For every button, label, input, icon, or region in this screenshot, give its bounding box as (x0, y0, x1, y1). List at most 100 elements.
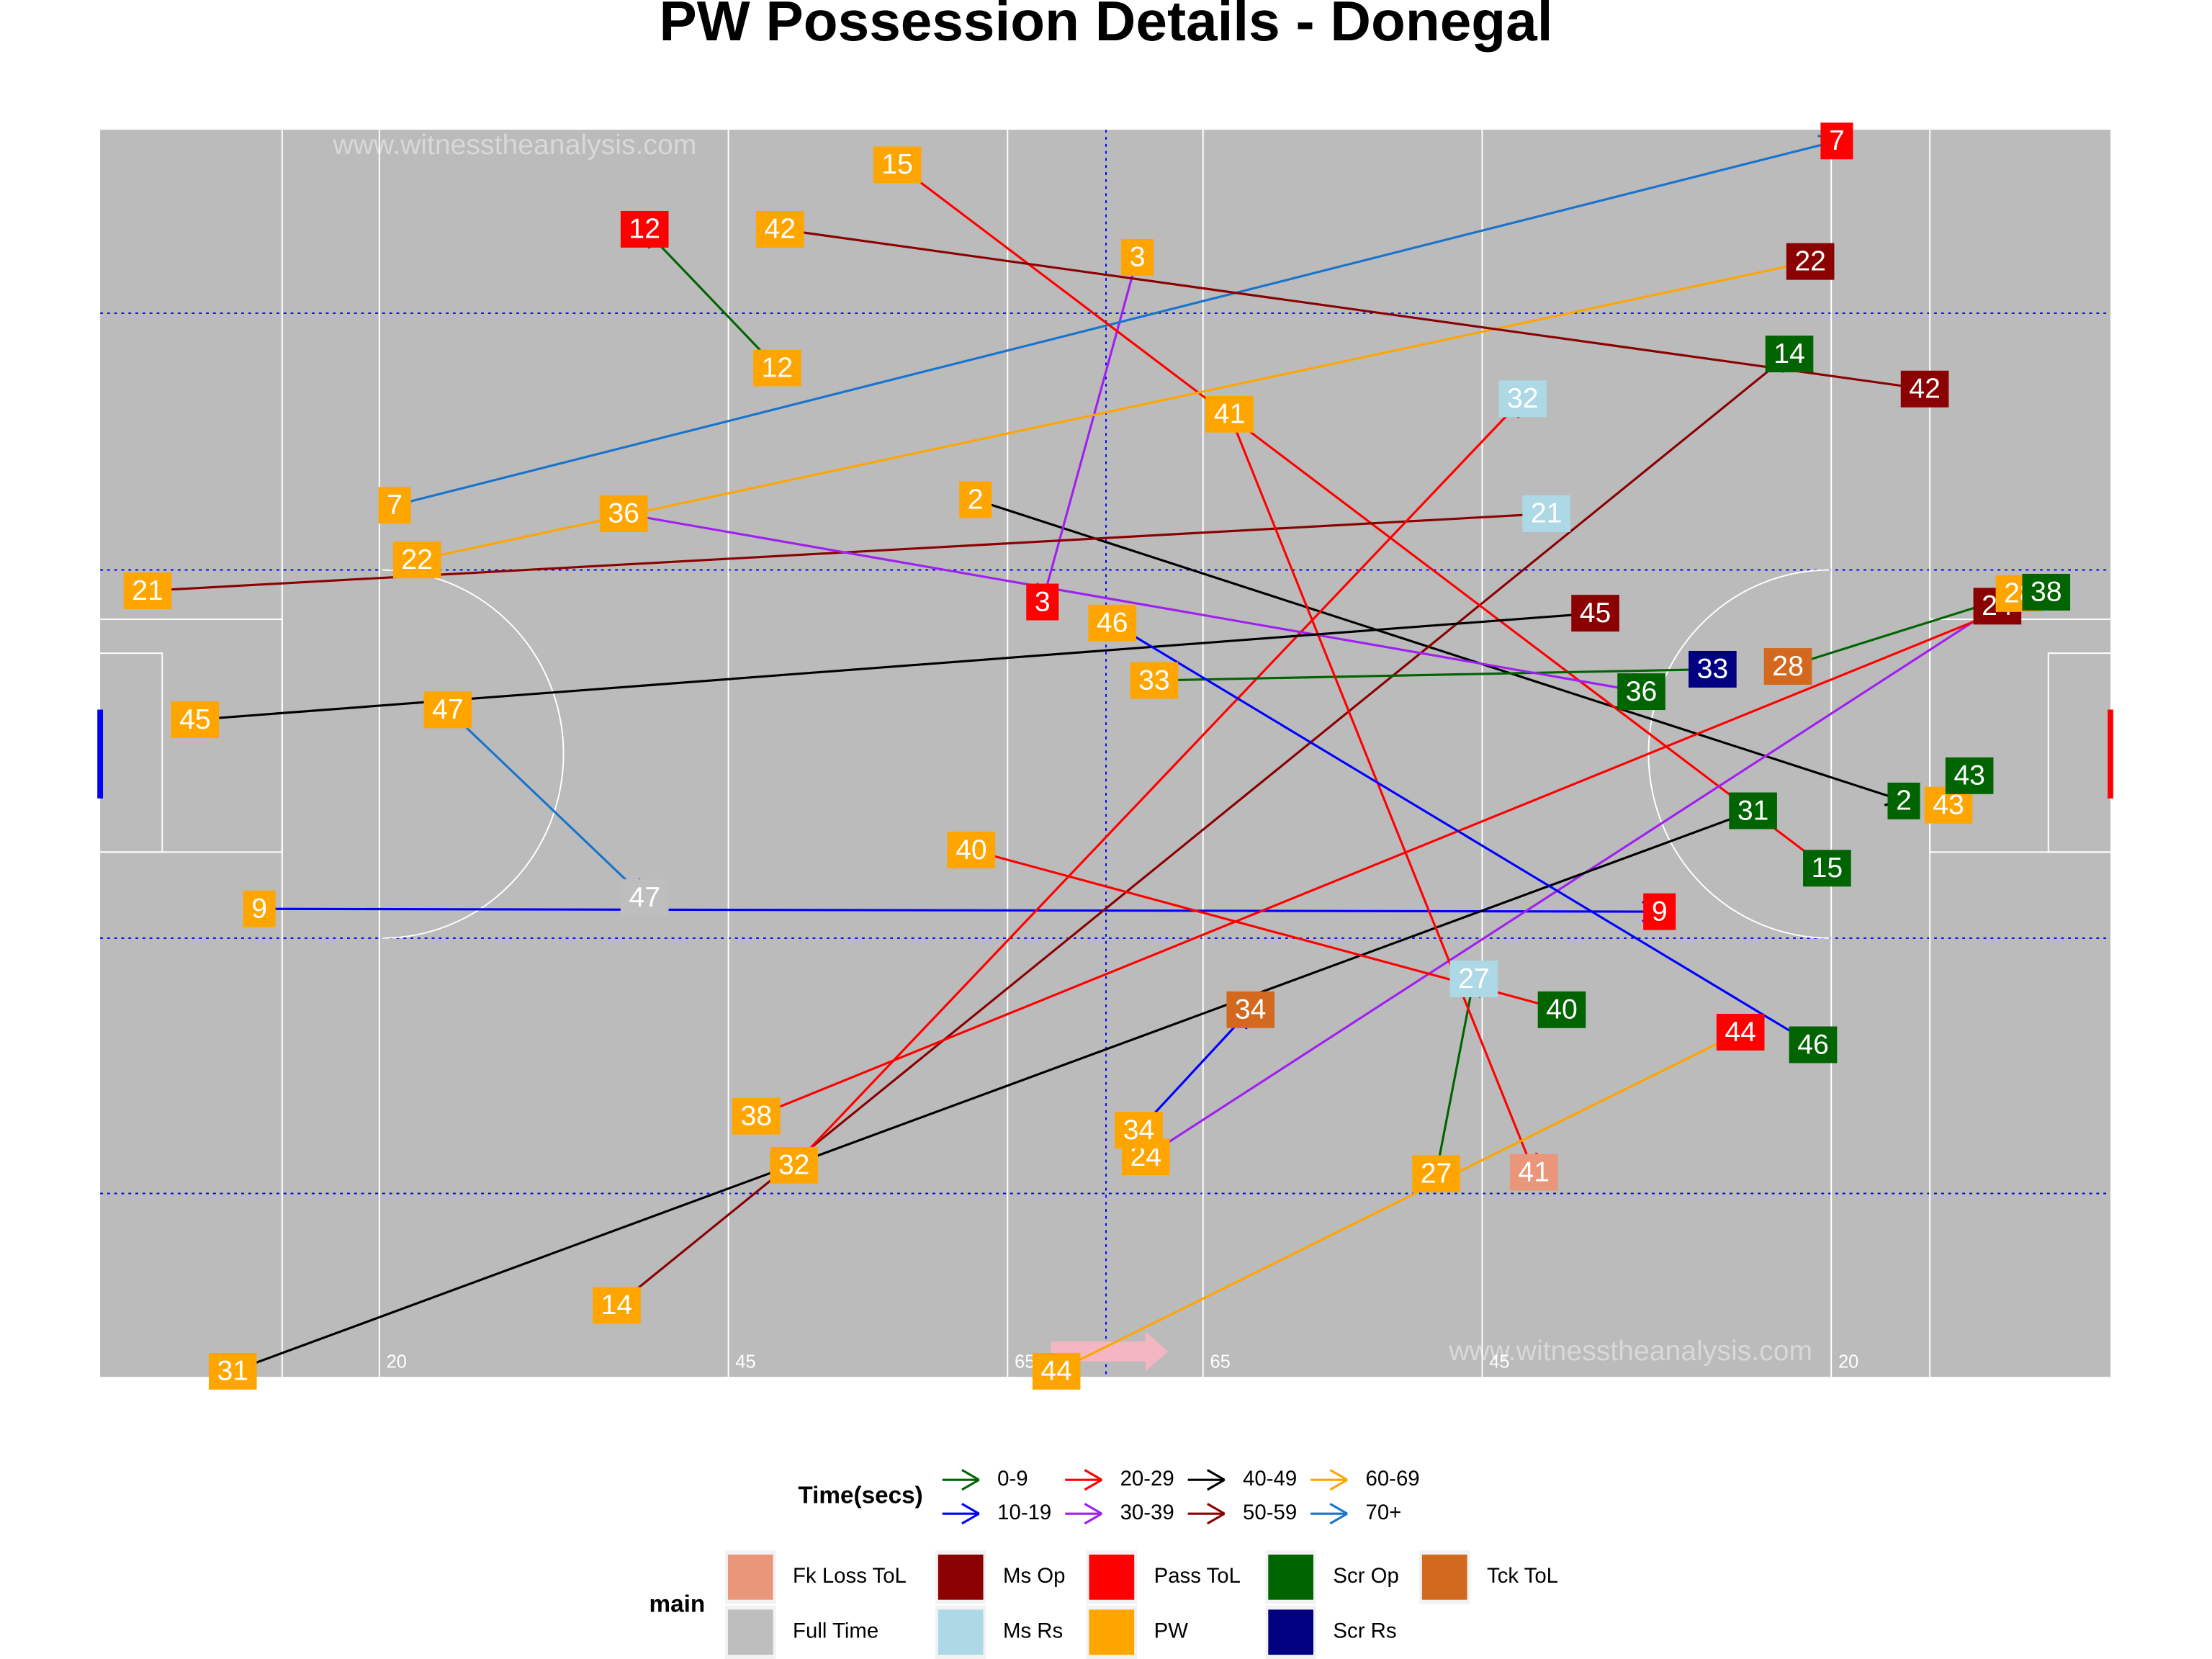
legend-key (1207, 1478, 1226, 1491)
possession-label: 40 (1546, 994, 1578, 1025)
possession-arrow (623, 512, 1642, 693)
possession-marker (1032, 1352, 1081, 1390)
possession-label: 2 (968, 484, 984, 515)
legend-key (1329, 1469, 1348, 1481)
possession-marker (755, 210, 804, 248)
possession-marker (1786, 243, 1835, 280)
possession-marker (243, 890, 276, 927)
zone-lines (100, 130, 2110, 1377)
possession-arrow (896, 163, 1828, 870)
watermark: www.witnesstheanalysis.com (332, 130, 696, 161)
possession-label: 34 (1123, 1115, 1155, 1146)
legend-key (1084, 1469, 1102, 1481)
legend-key (961, 1469, 980, 1481)
legend-swatch (938, 1609, 984, 1655)
possession-marker (208, 1352, 257, 1390)
legend-key (1084, 1478, 1102, 1491)
possession-label: 33 (1697, 654, 1729, 685)
possession-label: 7 (387, 490, 403, 521)
possession-label: 9 (1652, 896, 1668, 927)
possession-arrow (1154, 667, 1713, 682)
possession-marker (1498, 380, 1547, 418)
possession-label: 14 (601, 1290, 633, 1321)
possession-marker (123, 572, 172, 609)
possession-arrow (644, 228, 778, 369)
possession-label: 2 (1896, 786, 1912, 817)
possession-arrow (1138, 1009, 1251, 1131)
possession-label: 27 (1421, 1158, 1452, 1189)
legend-key (1329, 1512, 1348, 1525)
possession-marker (1205, 395, 1254, 433)
possession-label: 36 (1626, 676, 1658, 707)
possession-marker (1729, 792, 1777, 830)
possession-marker (620, 879, 669, 917)
possession-label: 3 (1130, 242, 1146, 273)
possession-arrow (1041, 256, 1139, 603)
possession-label: 40 (956, 835, 987, 866)
possession-arrow (1056, 1031, 1741, 1372)
possession-marker (1763, 648, 1812, 685)
legend-label: Scr Rs (1333, 1619, 1396, 1643)
possession-arrow (755, 590, 2047, 1118)
possession-marker (732, 1097, 781, 1135)
legend-label: 20-29 (1120, 1467, 1174, 1491)
possession-label: 38 (2031, 577, 2062, 608)
possession-marker (1130, 662, 1179, 699)
possession-arrow (446, 709, 646, 899)
legend-key (1329, 1503, 1348, 1515)
possession-marker (1820, 122, 1853, 160)
possession-marker (171, 701, 220, 738)
possession-marker (753, 349, 801, 387)
possession-label: 45 (1580, 598, 1611, 629)
possession-marker (423, 691, 472, 729)
legend-swatch (938, 1555, 984, 1600)
possession-label: 45 (179, 704, 211, 735)
legend-title: Time(secs) (798, 1482, 922, 1509)
legend-label: 50-59 (1243, 1501, 1297, 1524)
chart-title: PW Possession Details - Donegal (659, 0, 1552, 53)
possession-arrow (232, 809, 1754, 1372)
possession-label: 43 (1954, 760, 1985, 791)
possession-label: 32 (1507, 383, 1539, 414)
possession-label: 9 (251, 894, 267, 925)
legend-label: Scr Op (1333, 1564, 1398, 1588)
possession-label: 14 (1773, 338, 1805, 369)
possession-label: 12 (762, 352, 793, 383)
possession-marker (378, 487, 411, 524)
possession-label: 46 (1797, 1029, 1829, 1060)
possession-marker (1643, 893, 1676, 930)
legend-key (1329, 1478, 1348, 1491)
possession-label: 38 (741, 1101, 773, 1132)
possession-arrow (1111, 621, 1814, 1046)
small-rectangle (100, 652, 163, 853)
legend-label: 60-69 (1365, 1467, 1419, 1491)
possession-marker (620, 210, 669, 248)
legend-label: 70+ (1365, 1501, 1401, 1524)
legend-swatch (727, 1609, 773, 1655)
x-tick-label: 45 (1489, 1352, 1509, 1372)
legend: Time(secs) main 0-9 10-19 20-29 30-39 40-49 5… (649, 1467, 1558, 1659)
possession-label: 44 (1040, 1356, 1072, 1387)
possession-label: 44 (1725, 1017, 1756, 1048)
x-tick-label: 65 (1015, 1352, 1035, 1372)
possession-marker (392, 541, 441, 579)
legend-key (961, 1503, 980, 1515)
possession-label: 33 (1138, 665, 1170, 696)
possession-marker (1716, 1013, 1765, 1051)
watermark: www.witnesstheanalysis.com (1448, 1336, 1812, 1367)
possession-label: 3 (1035, 586, 1051, 617)
possession-marker (1522, 495, 1570, 532)
possession-marker (593, 1287, 641, 1324)
legend-label: Fk Loss ToL (793, 1564, 907, 1588)
possession-label: 47 (629, 882, 660, 913)
legend-key (961, 1512, 980, 1525)
possession-marker (1537, 991, 1586, 1028)
possession-marker (873, 146, 922, 184)
possession-arrow (1145, 605, 1998, 1158)
x-tick-label: 20 (387, 1352, 407, 1372)
legend-key (1084, 1512, 1102, 1525)
possession-marker (1617, 673, 1665, 711)
x-tick-label: 20 (1838, 1352, 1858, 1372)
possession-marker (1509, 1154, 1558, 1191)
